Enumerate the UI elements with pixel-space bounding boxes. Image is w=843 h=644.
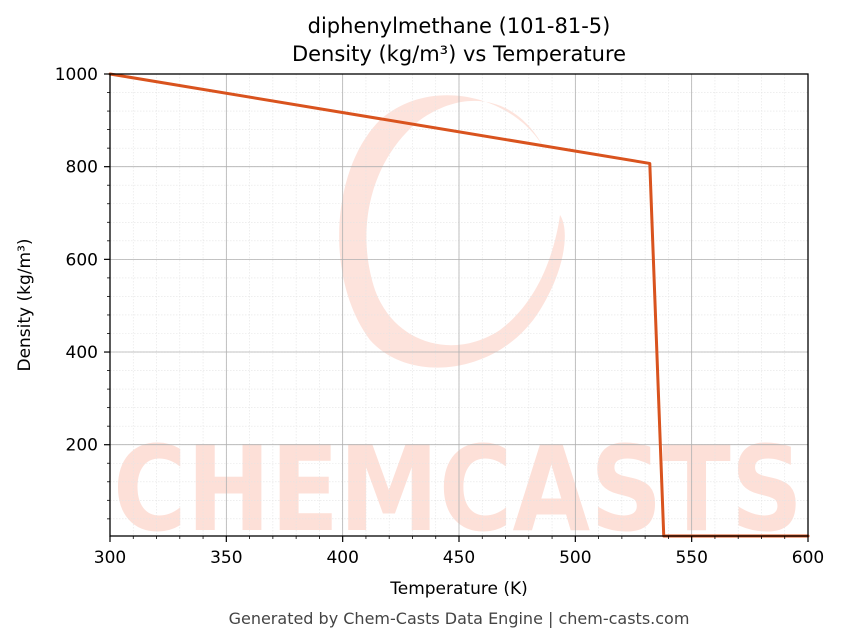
y-tick-label: 600 [66,250,98,270]
x-tick-label: 600 [792,548,824,568]
y-tick-label: 800 [66,158,98,178]
x-tick-label: 400 [326,548,358,568]
y-tick-label: 200 [66,436,98,456]
x-tick-label: 500 [559,548,591,568]
x-tick-label: 350 [210,548,242,568]
x-tick-label: 300 [94,548,126,568]
x-axis-label: Temperature (K) [389,579,528,599]
watermark: CHEMCASTS [113,95,803,558]
x-tick-label: 450 [443,548,475,568]
y-axis-label: Density (kg/m³) [15,238,35,371]
x-tick-label: 550 [675,548,707,568]
y-tick-label: 1000 [55,65,98,85]
chart-title: diphenylmethane (101-81-5) [308,14,611,38]
watermark-swirl-icon [339,95,565,368]
chart-subtitle: Density (kg/m³) vs Temperature [292,42,626,66]
footer-credit: Generated by Chem-Casts Data Engine | ch… [229,609,690,628]
y-tick-label: 400 [66,343,98,363]
axis-ticks: 300 350 400 450 500 550 600 200 400 600 800 1000 [55,65,824,568]
